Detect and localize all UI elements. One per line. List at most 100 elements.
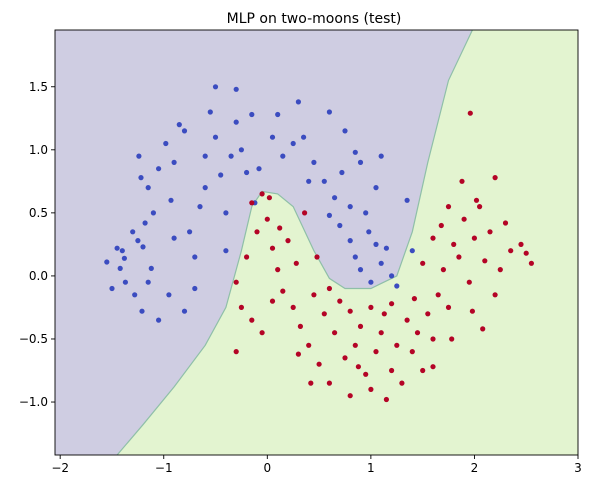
point-class-0 xyxy=(156,166,162,172)
point-class-0 xyxy=(218,172,224,178)
point-class-0 xyxy=(117,265,123,271)
x-tick-label: 2 xyxy=(471,461,479,475)
point-class-0 xyxy=(256,166,262,172)
point-class-0 xyxy=(163,140,169,147)
point-class-1 xyxy=(321,311,327,317)
point-class-1 xyxy=(430,364,436,370)
point-class-1 xyxy=(352,342,358,348)
point-class-0 xyxy=(156,317,162,323)
point-class-1 xyxy=(383,396,389,403)
point-class-1 xyxy=(518,241,524,247)
point-class-0 xyxy=(357,159,364,165)
point-class-1 xyxy=(528,260,535,266)
point-class-1 xyxy=(394,342,400,348)
point-class-0 xyxy=(249,111,255,118)
point-class-1 xyxy=(461,216,467,222)
decision-regions xyxy=(55,30,578,455)
point-class-0 xyxy=(181,128,188,134)
y-tick-label: 0.0 xyxy=(29,269,48,283)
point-class-0 xyxy=(373,185,379,191)
point-class-0 xyxy=(339,169,345,176)
point-class-0 xyxy=(233,119,239,125)
point-class-1 xyxy=(277,225,283,231)
y-tick-label: −0.5 xyxy=(19,332,48,346)
point-class-1 xyxy=(487,229,493,235)
point-class-1 xyxy=(420,367,426,374)
point-class-1 xyxy=(378,330,384,336)
point-class-1 xyxy=(492,175,498,181)
point-class-1 xyxy=(492,292,498,298)
point-class-0 xyxy=(121,255,127,261)
point-class-1 xyxy=(355,364,361,370)
point-class-0 xyxy=(290,140,296,147)
point-class-0 xyxy=(311,159,317,165)
point-class-1 xyxy=(342,355,348,361)
point-class-1 xyxy=(347,308,353,314)
point-class-0 xyxy=(168,197,174,203)
point-class-0 xyxy=(301,134,307,140)
point-class-0 xyxy=(404,197,410,203)
decision-boundary-line xyxy=(116,30,473,455)
point-class-1 xyxy=(389,367,395,374)
point-class-1 xyxy=(316,361,322,367)
point-class-1 xyxy=(332,330,338,336)
plot-frame xyxy=(54,29,579,456)
point-class-1 xyxy=(435,292,441,298)
point-class-1 xyxy=(445,204,452,210)
point-class-1 xyxy=(259,191,265,197)
point-class-0 xyxy=(202,185,208,191)
point-class-1 xyxy=(459,178,465,184)
point-class-0 xyxy=(275,111,281,118)
point-class-1 xyxy=(314,254,320,260)
point-class-1 xyxy=(438,222,444,229)
point-class-0 xyxy=(207,109,213,115)
point-class-0 xyxy=(228,153,234,159)
point-class-0 xyxy=(114,245,120,251)
point-class-1 xyxy=(399,380,405,386)
point-class-0 xyxy=(378,260,384,266)
point-class-0 xyxy=(130,229,136,235)
point-class-0 xyxy=(378,153,384,159)
point-class-1 xyxy=(249,200,255,206)
point-class-1 xyxy=(389,301,395,307)
point-class-0 xyxy=(238,147,244,153)
point-class-1 xyxy=(440,267,446,273)
point-class-0 xyxy=(119,248,125,254)
x-tick-label: 1 xyxy=(367,461,375,475)
point-class-1 xyxy=(238,304,244,310)
point-class-0 xyxy=(269,134,276,140)
point-class-1 xyxy=(280,288,286,294)
point-class-0 xyxy=(192,254,198,260)
point-class-0 xyxy=(357,267,364,273)
point-class-1 xyxy=(411,296,417,302)
point-class-0 xyxy=(142,220,148,226)
point-class-1 xyxy=(508,248,514,254)
point-class-1 xyxy=(285,238,291,244)
point-class-1 xyxy=(363,371,369,377)
point-class-1 xyxy=(337,298,343,304)
point-class-1 xyxy=(357,323,364,329)
point-class-1 xyxy=(471,235,477,241)
point-class-1 xyxy=(368,386,374,392)
point-class-1 xyxy=(430,336,436,342)
point-class-0 xyxy=(104,259,110,265)
point-class-1 xyxy=(404,317,410,323)
point-class-0 xyxy=(145,185,151,191)
point-class-0 xyxy=(145,279,151,285)
point-class-1 xyxy=(445,304,452,310)
point-class-1 xyxy=(295,351,301,357)
point-class-1 xyxy=(482,258,488,264)
point-class-1 xyxy=(502,220,509,226)
point-class-0 xyxy=(132,292,138,298)
point-class-1 xyxy=(269,298,276,304)
point-class-0 xyxy=(135,238,141,244)
point-class-1 xyxy=(425,311,431,317)
y-tick-label: 0.5 xyxy=(29,206,48,220)
point-class-0 xyxy=(150,210,156,216)
point-class-0 xyxy=(212,84,219,90)
point-class-1 xyxy=(381,311,387,317)
x-tick-label: −2 xyxy=(51,461,69,475)
point-class-0 xyxy=(394,283,400,289)
